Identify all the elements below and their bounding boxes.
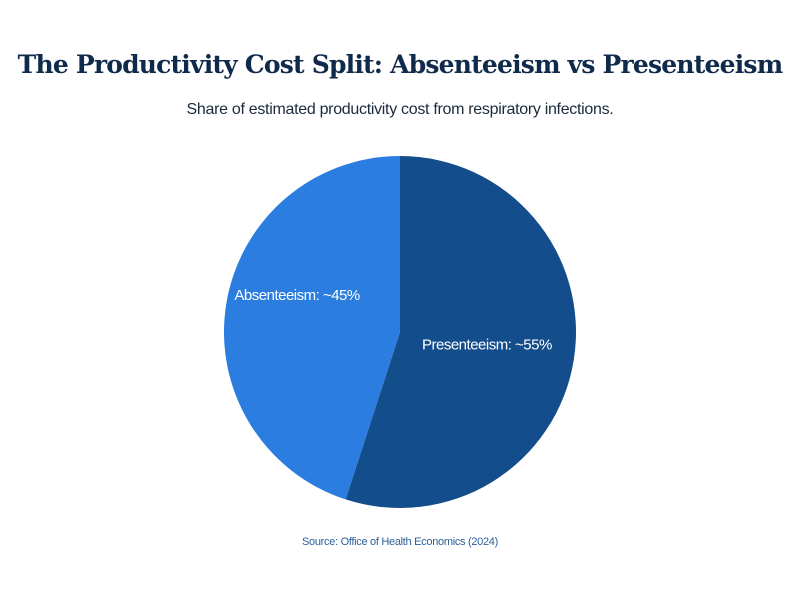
source-note: Source: Office of Health Economics (2024…	[302, 536, 498, 548]
chart-subtitle: Share of estimated productivity cost fro…	[186, 101, 614, 118]
slice-label: Absenteeism: ~45%	[234, 287, 359, 304]
pie-slice-absenteeism	[224, 156, 400, 500]
slice-label: Presenteeism: ~55%	[422, 337, 552, 354]
pie-slice-presenteeism	[345, 156, 577, 508]
chart-title: The Productivity Cost Split: Absenteeism…	[17, 50, 784, 79]
